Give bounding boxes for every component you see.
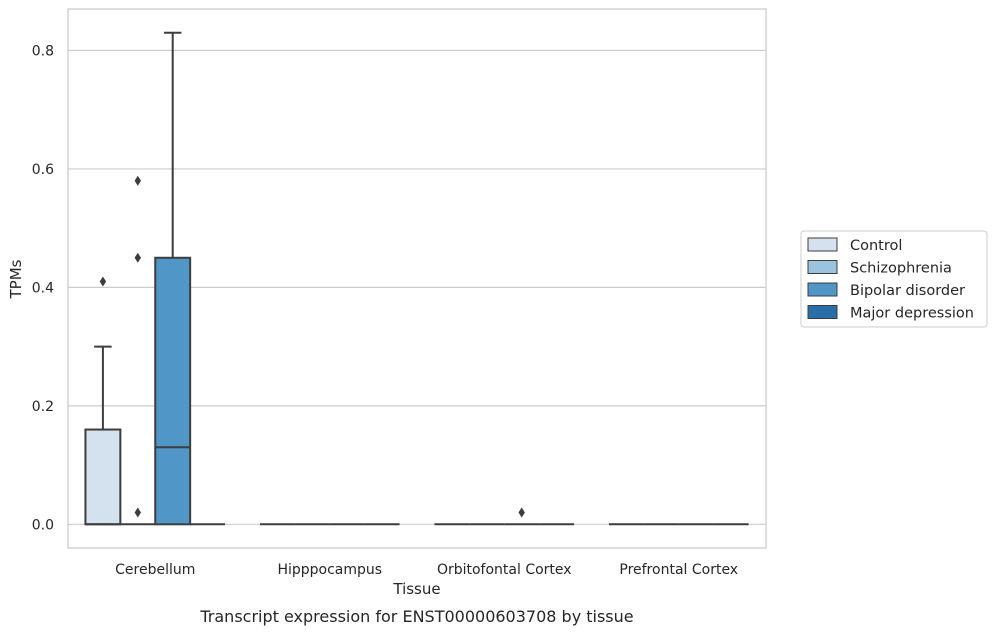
boxes-layer [84, 31, 749, 526]
y-tick-label: 0.4 [32, 280, 54, 296]
x-tick-label: Hipppocampus [277, 562, 382, 578]
box-bipolar-disorder [154, 31, 192, 526]
legend-frame [800, 230, 988, 328]
x-tick-label: Orbitofontal Cortex [437, 562, 572, 578]
y-tick-label: 0.8 [32, 43, 54, 59]
x-tick-label: Prefrontal Cortex [619, 562, 738, 578]
box-bipolar-disorder [504, 507, 540, 526]
y-axis-ticks: 0.0 0.2 0.4 0.6 0.8 [32, 43, 54, 533]
outlier-point [99, 276, 107, 287]
x-axis-title: Tissue [392, 580, 440, 598]
y-tick-label: 0.2 [32, 399, 54, 415]
legend-swatch [807, 260, 838, 274]
legend-label: Schizophrenia [850, 261, 952, 277]
box-control [84, 276, 122, 526]
outlier-point [134, 252, 141, 263]
box-body [84, 428, 122, 526]
box-schizophrenia [120, 175, 156, 526]
outlier-point [134, 507, 141, 518]
y-tick-label: 0.6 [32, 162, 54, 178]
y-tick-label: 0.0 [32, 517, 54, 533]
legend-items: Control Schizophrenia Bipolar disorder Majo… [807, 237, 974, 322]
legend: Control Schizophrenia Bipolar disorder Majo… [800, 230, 988, 328]
y-axis-title: TPMs [7, 259, 25, 299]
legend-label: Bipolar disorder [850, 283, 965, 299]
outlier-point [134, 175, 141, 186]
outlier-point [518, 507, 525, 518]
legend-label: Major depression [850, 306, 974, 322]
x-axis-ticks: Cerebellum Hipppocampus Orbitofontal Corte… [115, 562, 738, 578]
legend-label: Control [850, 238, 902, 254]
legend-swatch [807, 305, 838, 319]
chart-caption: Transcript expression for ENST0000060370… [199, 607, 633, 626]
legend-swatch [807, 237, 838, 252]
plot-area-frame [67, 8, 767, 549]
x-tick-label: Cerebellum [115, 562, 195, 578]
legend-swatch [807, 282, 838, 297]
box-body [154, 256, 192, 526]
